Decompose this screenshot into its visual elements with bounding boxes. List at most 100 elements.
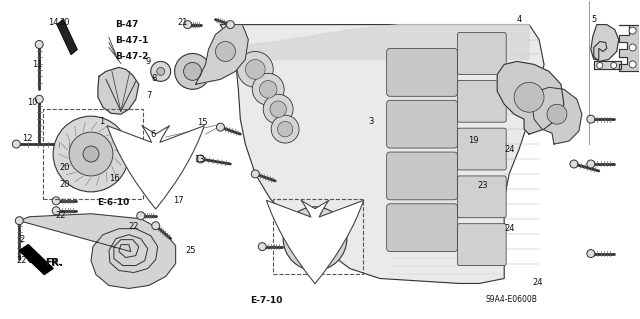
- Circle shape: [587, 115, 595, 123]
- Polygon shape: [220, 25, 529, 59]
- Text: 3: 3: [368, 117, 374, 126]
- Circle shape: [83, 146, 99, 162]
- Circle shape: [259, 80, 277, 98]
- Text: 21: 21: [178, 19, 188, 27]
- Text: 24: 24: [504, 224, 515, 233]
- Text: 20: 20: [60, 163, 70, 172]
- Circle shape: [175, 54, 211, 89]
- Text: B-47-1: B-47-1: [115, 36, 148, 45]
- Polygon shape: [196, 25, 248, 84]
- Polygon shape: [619, 25, 639, 71]
- Circle shape: [184, 21, 191, 29]
- Polygon shape: [57, 19, 77, 55]
- Circle shape: [157, 67, 164, 75]
- FancyBboxPatch shape: [387, 204, 458, 252]
- Circle shape: [570, 160, 578, 168]
- Text: 16: 16: [109, 174, 120, 183]
- Text: 1: 1: [99, 117, 105, 126]
- Circle shape: [283, 207, 347, 271]
- Circle shape: [629, 44, 636, 51]
- Text: 24: 24: [504, 145, 515, 154]
- Text: 17: 17: [173, 196, 184, 205]
- Circle shape: [52, 207, 60, 215]
- Text: E-7-10: E-7-10: [250, 296, 282, 305]
- Polygon shape: [594, 62, 621, 70]
- Polygon shape: [19, 214, 175, 288]
- Text: S9A4-E0600B: S9A4-E0600B: [485, 295, 537, 304]
- Text: 22: 22: [17, 256, 27, 265]
- Text: 9: 9: [145, 56, 150, 65]
- Text: 15: 15: [197, 118, 207, 128]
- Circle shape: [184, 63, 202, 80]
- Polygon shape: [98, 67, 139, 114]
- Circle shape: [309, 233, 321, 245]
- Circle shape: [245, 60, 265, 79]
- Text: 14: 14: [49, 19, 59, 27]
- Circle shape: [587, 160, 595, 168]
- Polygon shape: [497, 62, 564, 134]
- FancyBboxPatch shape: [387, 152, 458, 200]
- Text: 7: 7: [147, 92, 152, 100]
- Circle shape: [35, 95, 44, 103]
- Text: 22: 22: [56, 211, 66, 219]
- Text: 23: 23: [478, 181, 488, 190]
- Text: FR.: FR.: [45, 258, 63, 268]
- Polygon shape: [532, 87, 582, 144]
- Circle shape: [216, 123, 225, 131]
- Text: 8: 8: [152, 74, 157, 83]
- Text: 6: 6: [150, 130, 156, 138]
- Circle shape: [587, 249, 595, 257]
- FancyBboxPatch shape: [458, 224, 506, 265]
- FancyBboxPatch shape: [458, 176, 506, 218]
- Circle shape: [137, 212, 145, 220]
- Circle shape: [301, 225, 329, 253]
- Text: 22: 22: [128, 222, 138, 231]
- Circle shape: [259, 243, 266, 251]
- Circle shape: [252, 73, 284, 105]
- Circle shape: [69, 132, 113, 176]
- Circle shape: [216, 41, 236, 62]
- Text: 2: 2: [19, 235, 24, 244]
- Text: 13: 13: [194, 155, 204, 164]
- Circle shape: [271, 115, 299, 143]
- Circle shape: [151, 62, 171, 81]
- Circle shape: [629, 27, 636, 34]
- Text: 20: 20: [60, 19, 70, 27]
- Polygon shape: [220, 25, 544, 284]
- Circle shape: [252, 170, 259, 178]
- Polygon shape: [591, 25, 619, 62]
- Text: 25: 25: [186, 246, 196, 255]
- Circle shape: [596, 63, 603, 68]
- Text: 19: 19: [468, 136, 478, 145]
- Text: 4: 4: [517, 15, 522, 24]
- Text: B-47: B-47: [115, 20, 138, 29]
- Circle shape: [152, 222, 160, 230]
- Text: 20: 20: [60, 181, 70, 189]
- Text: B-47-2: B-47-2: [115, 52, 148, 61]
- Circle shape: [629, 61, 636, 68]
- Circle shape: [196, 155, 205, 163]
- Text: 11: 11: [33, 60, 43, 69]
- Circle shape: [35, 41, 44, 48]
- Circle shape: [611, 63, 617, 68]
- Text: 5: 5: [591, 15, 596, 24]
- Circle shape: [237, 51, 273, 87]
- FancyBboxPatch shape: [458, 128, 506, 170]
- Text: 10: 10: [27, 98, 37, 107]
- FancyBboxPatch shape: [458, 33, 506, 74]
- Text: 12: 12: [22, 134, 32, 143]
- Text: FR.: FR.: [45, 258, 61, 267]
- FancyBboxPatch shape: [458, 80, 506, 122]
- Text: E-6-10: E-6-10: [97, 198, 129, 207]
- Circle shape: [278, 122, 293, 137]
- FancyBboxPatch shape: [387, 100, 458, 148]
- Circle shape: [547, 104, 567, 124]
- FancyBboxPatch shape: [387, 48, 458, 96]
- Text: 24: 24: [532, 278, 543, 287]
- Circle shape: [144, 159, 154, 169]
- Circle shape: [52, 197, 60, 205]
- Circle shape: [514, 82, 544, 112]
- Polygon shape: [19, 245, 53, 274]
- Circle shape: [12, 140, 20, 148]
- Circle shape: [53, 116, 129, 192]
